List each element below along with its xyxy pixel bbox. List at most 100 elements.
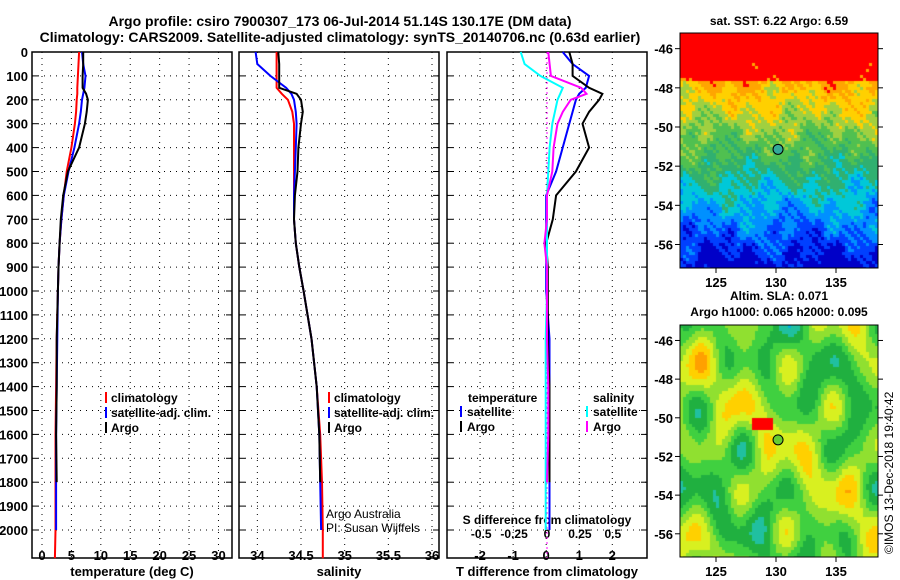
sla-map-ytick-label: -50: [654, 411, 673, 426]
title-line-2: Climatology: CARS2009. Satellite-adjuste…: [39, 29, 641, 45]
temperature-panel-xtick-label: 15: [123, 548, 137, 563]
depth-tick-label: 300: [6, 117, 28, 132]
sst-map-ytick-label: -46: [654, 42, 673, 57]
depth-tick-label: 2000: [0, 523, 28, 538]
temperature-legend-1: satellite-adj. clim.: [111, 406, 211, 420]
sla-map-title: Altim. SLA: 0.071: [729, 289, 829, 303]
temperature-axis-label: temperature (deg C): [70, 564, 194, 579]
temperature-legend-0: climatology: [111, 391, 178, 405]
sst-map-xtick-label: 130: [765, 275, 787, 290]
sla-map-ytick-label: -52: [654, 449, 673, 464]
legend-marker: [460, 406, 462, 417]
sla-map-xtick-label: 135: [825, 564, 847, 579]
salinity-line-2: [277, 51, 322, 483]
depth-tick-label: 900: [6, 260, 28, 275]
legend-title-temperature: temperature: [468, 391, 538, 405]
temperature-legend-2: Argo: [111, 421, 139, 435]
difference-panel-xtick-label: 1: [576, 548, 583, 563]
credit-line-1: Argo Australia: [326, 507, 401, 521]
salinity-panel-xtick-label: 34.5: [288, 548, 313, 563]
depth-tick-label: 1500: [0, 404, 28, 419]
difference-panel-xtick-label: -1: [507, 548, 519, 563]
s-diff-legend-0: satellite: [593, 405, 638, 419]
t-diff-legend-0: satellite: [467, 405, 512, 419]
sla-map-ytick-label: -46: [654, 333, 673, 348]
depth-tick-label: 1800: [0, 475, 28, 490]
sst-map-frame: [679, 32, 879, 269]
temperature-panel-xtick-label: 0: [38, 548, 45, 563]
sla-map-ytick-label: -56: [654, 527, 673, 542]
temperature-panel-xtick-label: 10: [94, 548, 108, 563]
depth-tick-label: 1400: [0, 380, 28, 395]
s-diff-tick-label: 0.25: [568, 527, 592, 541]
temperature-panel-xtick-label: 20: [152, 548, 166, 563]
temperature-line-1: [55, 51, 87, 530]
difference-panel-xtick-label: 2: [609, 548, 616, 563]
depth-tick-label: 1700: [0, 451, 28, 466]
depth-tick-label: 1000: [0, 284, 28, 299]
sla-map-frame: [679, 324, 879, 558]
s-diff-tick-label: -0.25: [500, 527, 528, 541]
salinity-axis-label: salinity: [317, 564, 363, 579]
salinity-panel-frame: [238, 51, 440, 559]
sst-map-argo-marker: [772, 143, 784, 155]
sla-map-subtitle: Argo h1000: 0.065 h2000: 0.095: [690, 305, 868, 319]
sla-map-ytick-label: -54: [654, 488, 674, 503]
salinity-panel-xtick-label: 34: [250, 548, 265, 563]
difference-line-3: [543, 51, 589, 483]
s-diff-axis-label: S difference from climatology: [463, 513, 632, 527]
legend-marker: [586, 406, 588, 417]
salinity-panel-xtick-label: 35.5: [376, 548, 401, 563]
depth-tick-label: 100: [6, 69, 28, 84]
legend-marker: [105, 392, 107, 403]
legend-marker: [105, 422, 107, 433]
salinity-legend-1: satellite-adj. clim.: [334, 406, 434, 420]
credit-line-2: PI: Susan Wijffels: [326, 521, 420, 535]
sst-map-ytick-label: -50: [654, 120, 673, 135]
sla-map-argo-marker: [772, 434, 784, 446]
legend-marker: [328, 422, 330, 433]
legend-marker: [105, 407, 107, 418]
sst-map-ytick-label: -56: [654, 238, 673, 253]
depth-tick-label: 600: [6, 188, 28, 203]
depth-tick-label: 500: [6, 165, 28, 180]
sst-map-ytick-label: -52: [654, 159, 673, 174]
difference-panel-xtick-label: 0: [543, 548, 550, 563]
legend-title-salinity: salinity: [593, 391, 635, 405]
sst-map-ytick-label: -54: [654, 198, 674, 213]
sst-map-ytick-label: -48: [654, 81, 673, 96]
temperature-panel-frame: [31, 51, 233, 559]
temperature-panel-xtick-label: 5: [68, 548, 75, 563]
depth-tick-label: 1600: [0, 427, 28, 442]
sst-map-xtick-label: 125: [705, 275, 727, 290]
depth-tick-label: 1100: [0, 308, 28, 323]
t-diff-legend-1: Argo: [467, 420, 495, 434]
depth-tick-label: 700: [6, 212, 28, 227]
title-line-1: Argo profile: csiro 7900307_173 06-Jul-2…: [108, 13, 572, 29]
sst-map-xtick-label: 135: [825, 275, 847, 290]
sst-map-title: sat. SST: 6.22 Argo: 6.59: [709, 14, 849, 28]
sla-map-xtick-label: 130: [765, 564, 787, 579]
depth-tick-label: 400: [6, 141, 28, 156]
temperature-panel-xtick-label: 25: [182, 548, 196, 563]
salinity-panel-xtick-label: 36: [425, 548, 439, 563]
depth-tick-label: 1900: [0, 499, 28, 514]
salinity-panel-xtick-label: 35: [337, 548, 351, 563]
temperature-panel-xtick-label: 30: [211, 548, 225, 563]
depth-tick-label: 800: [6, 236, 28, 251]
s-diff-legend-1: Argo: [593, 420, 621, 434]
salinity-legend-2: Argo: [334, 421, 362, 435]
depth-tick-label: 1300: [0, 356, 28, 371]
salinity-legend-0: climatology: [334, 391, 401, 405]
sla-map-ytick-label: -48: [654, 372, 673, 387]
depth-tick-label: 1200: [0, 332, 28, 347]
legend-marker: [586, 421, 588, 432]
legend-marker: [328, 407, 330, 418]
sla-map-xtick-label: 125: [705, 564, 727, 579]
difference-line-2: [519, 51, 565, 530]
t-diff-axis-label: T difference from climatology: [456, 564, 639, 579]
difference-panel-xtick-label: -2: [474, 548, 486, 563]
temperature-line-2: [55, 52, 89, 483]
